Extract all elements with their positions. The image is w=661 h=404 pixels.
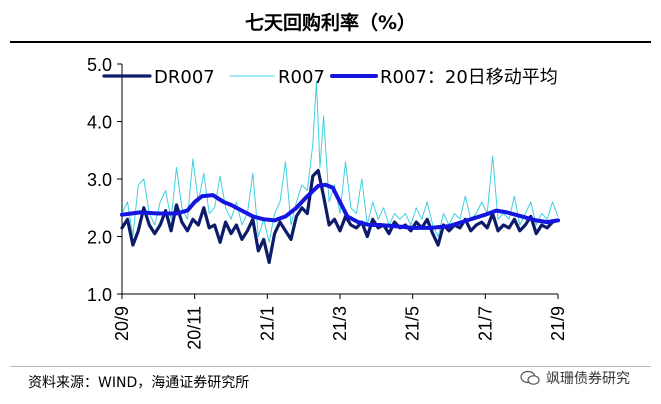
title-bar: 七天回购利率（%） <box>0 0 661 44</box>
watermark: 飒珊债券研究 <box>520 368 630 388</box>
y-tick-label: 5.0 <box>87 55 112 75</box>
y-tick-label: 4.0 <box>87 113 112 133</box>
legend-label: R007 <box>278 67 325 88</box>
x-tick-label: 21/7 <box>475 306 495 341</box>
source-note: 资料来源：WIND，海通证券研究所 <box>28 375 250 391</box>
wechat-icon <box>520 370 540 385</box>
y-tick-label: 2.0 <box>87 228 112 248</box>
x-tick-label: 21/1 <box>257 306 277 341</box>
x-tick-label: 21/5 <box>403 306 423 341</box>
x-tick-label: 20/9 <box>112 306 132 341</box>
x-tick-label: 21/3 <box>330 306 350 341</box>
watermark-text: 飒珊债券研究 <box>546 371 630 387</box>
x-tick-label: 20/11 <box>185 306 205 350</box>
title-divider <box>10 41 651 43</box>
y-tick-label: 1.0 <box>87 285 112 305</box>
x-tick-label: 21/9 <box>548 306 568 341</box>
line-chart: 1.0 2.0 3.0 4.0 5.0 20/9 20/11 21/1 21/3 21/5 21/7… <box>87 55 568 350</box>
footer-divider <box>10 366 651 367</box>
legend-label: DR007 <box>154 67 215 88</box>
series-line-r007-20- <box>120 182 560 230</box>
series-line-dr007 <box>120 168 560 264</box>
legend-label: R007：20日移动平均 <box>380 67 558 88</box>
chart-title: 七天回购利率（%） <box>244 12 417 34</box>
y-tick-label: 3.0 <box>87 170 112 190</box>
